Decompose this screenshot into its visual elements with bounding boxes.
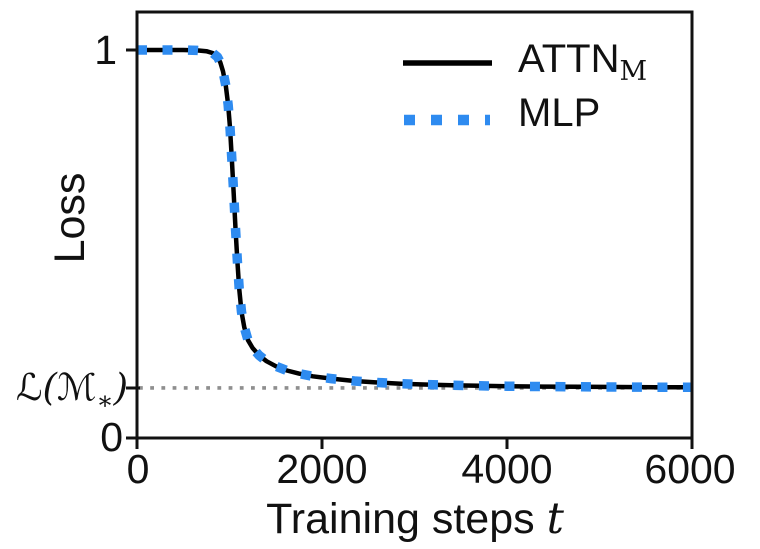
xtick-label-2000: 2000 xyxy=(276,446,367,492)
ytick-label-ref: ℒ(ℳ∗) xyxy=(16,366,128,415)
x-axis-title: Training steps t xyxy=(266,494,564,544)
y-axis-title: Loss xyxy=(46,173,94,264)
ytick-label-1: 1 xyxy=(94,27,117,73)
legend: ATTNM MLP xyxy=(403,37,647,135)
xtick-label-0: 0 xyxy=(127,446,150,492)
legend-mlp-label: MLP xyxy=(518,91,600,135)
ytick-label-0: 0 xyxy=(100,414,123,460)
attn-curve xyxy=(137,47,692,390)
legend-attn-label: ATTNM xyxy=(518,37,647,87)
mlp-curve xyxy=(137,45,692,392)
plot-border xyxy=(135,10,694,440)
xtick-label-6000: 6000 xyxy=(644,446,735,492)
xtick-label-4000: 4000 xyxy=(461,446,552,492)
